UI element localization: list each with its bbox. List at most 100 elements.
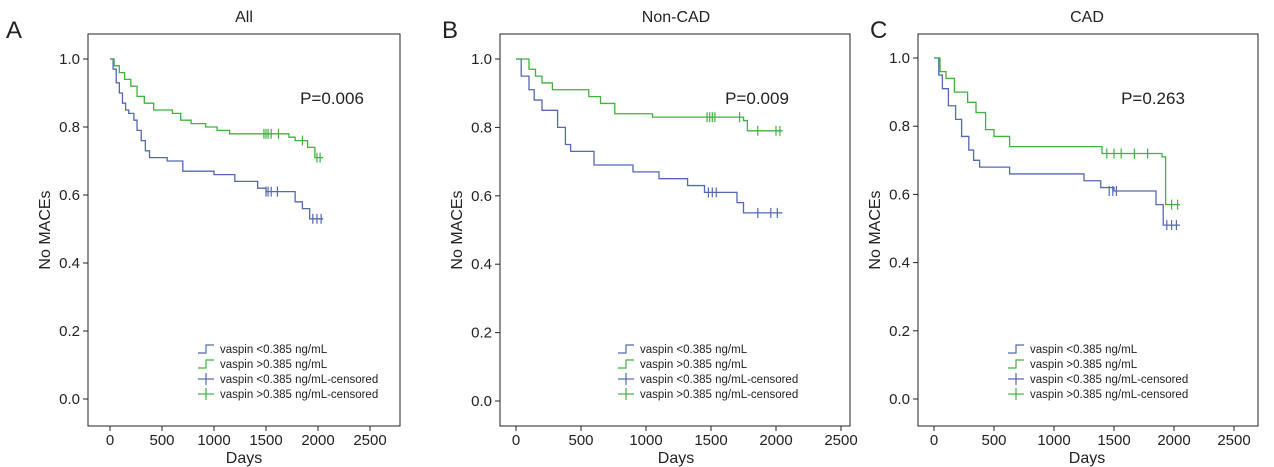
plot-area	[516, 58, 783, 218]
legend-item: vaspin <0.385 ng/mL	[1008, 344, 1138, 356]
p-value-annotation: P=0.009	[725, 89, 789, 108]
x-tick-label: 500	[149, 432, 174, 449]
legend-item: vaspin <0.385 ng/mL	[198, 344, 328, 356]
axis-ticks: 0 500 1000 1500 2000 2500 0.0 0.2 0.4 0.6 0.8 1.0	[59, 51, 387, 449]
survival-line-high	[516, 58, 783, 132]
x-tick-label: 1000	[197, 432, 230, 449]
y-tick-label: 0.6	[889, 186, 910, 203]
x-tick-label: 1000	[1037, 432, 1070, 449]
legend-label: vaspin >0.385 ng/mL	[220, 359, 328, 371]
plot-frame	[917, 33, 1259, 427]
legend-label: vaspin <0.385 ng/mL	[640, 344, 748, 356]
p-value-annotation: P=0.006	[300, 89, 364, 108]
chart-title: All	[235, 9, 253, 26]
legend-label: vaspin >0.385 ng/mL	[640, 359, 748, 371]
survival-line-low	[516, 58, 783, 214]
legend-item: vaspin >0.385 ng/mL-censored	[198, 388, 378, 401]
x-tick-label: 2500	[353, 432, 386, 449]
legend: vaspin <0.385 ng/mL vaspin >0.385 ng/mL va…	[618, 344, 798, 401]
x-tick-label: 2500	[824, 432, 857, 449]
panel-letter: B	[442, 17, 458, 44]
y-tick-label: 0.2	[471, 325, 492, 342]
y-tick-label: 1.0	[59, 51, 80, 68]
x-tick-label: 500	[981, 432, 1006, 449]
panel-a: A All Days No MACEs P=0.006 0 500 1000 1500…	[6, 9, 401, 467]
x-tick-label: 0	[106, 432, 114, 449]
y-tick-label: 0.0	[471, 393, 492, 410]
legend-step-symbol	[618, 344, 634, 354]
legend-label: vaspin <0.385 ng/mL	[1030, 344, 1138, 356]
y-tick-label: 0.4	[59, 255, 80, 272]
legend-label: vaspin <0.385 ng/mL-censored	[220, 374, 378, 386]
legend-item: vaspin >0.385 ng/mL-censored	[1008, 388, 1188, 401]
legend-label: vaspin >0.385 ng/mL-censored	[640, 389, 798, 401]
y-tick-label: 0.6	[471, 188, 492, 205]
x-tick-label: 500	[568, 432, 593, 449]
x-tick-label: 2500	[1217, 432, 1250, 449]
legend-label: vaspin <0.385 ng/mL-censored	[1030, 374, 1188, 386]
y-tick-label: 0.8	[471, 119, 492, 136]
survival-line-high	[110, 58, 324, 159]
y-tick-label: 0.0	[59, 391, 80, 408]
survival-line-low	[110, 58, 324, 220]
legend-label: vaspin >0.385 ng/mL-censored	[1030, 389, 1188, 401]
legend: vaspin <0.385 ng/mL vaspin >0.385 ng/mL va…	[198, 344, 378, 401]
y-tick-label: 0.6	[59, 187, 80, 204]
legend-step-symbol	[1008, 359, 1024, 369]
legend-item: vaspin >0.385 ng/mL-censored	[618, 388, 798, 401]
panel-b: B Non-CAD Days No MACEs P=0.009 0 500 1000…	[442, 9, 858, 467]
x-tick-label: 1000	[629, 432, 662, 449]
x-tick-label: 1500	[694, 432, 727, 449]
legend-step-symbol	[618, 359, 634, 369]
plot-frame	[499, 33, 851, 427]
panel-c: C CAD Days No MACEs P=0.263 0 500 1000 1500…	[867, 9, 1259, 467]
y-tick-label: 0.0	[889, 391, 910, 408]
p-value-annotation: P=0.263	[1121, 89, 1185, 108]
plot-area	[110, 58, 324, 224]
panel-letter: C	[870, 17, 887, 44]
legend-label: vaspin >0.385 ng/mL	[1030, 359, 1138, 371]
x-tick-label: 0	[930, 432, 938, 449]
y-axis-title: No MACEs	[449, 190, 466, 269]
y-tick-label: 0.4	[471, 256, 492, 273]
legend-item: vaspin >0.385 ng/mL	[1008, 359, 1138, 371]
y-tick-label: 1.0	[471, 51, 492, 68]
legend-label: vaspin >0.385 ng/mL-censored	[220, 389, 378, 401]
x-tick-label: 2000	[301, 432, 334, 449]
y-tick-label: 0.2	[59, 323, 80, 340]
chart-title: CAD	[1070, 9, 1104, 26]
chart-title: Non-CAD	[642, 9, 710, 26]
x-tick-label: 2000	[759, 432, 792, 449]
legend-label: vaspin <0.385 ng/mL	[220, 344, 328, 356]
x-tick-label: 0	[512, 432, 520, 449]
plot-frame	[87, 33, 401, 427]
x-axis-title: Days	[1069, 450, 1105, 467]
y-tick-label: 0.4	[889, 255, 910, 272]
legend: vaspin <0.385 ng/mL vaspin >0.385 ng/mL va…	[1008, 344, 1188, 401]
x-axis-title: Days	[658, 450, 694, 467]
survival-line-low	[934, 57, 1180, 226]
x-tick-label: 2000	[1157, 432, 1190, 449]
y-axis-title: No MACEs	[867, 190, 884, 269]
y-tick-label: 0.8	[889, 118, 910, 135]
x-axis-title: Days	[226, 450, 262, 467]
y-tick-label: 1.0	[889, 50, 910, 67]
legend-item: vaspin <0.385 ng/mL	[618, 344, 748, 356]
legend-item: vaspin <0.385 ng/mL-censored	[1008, 373, 1188, 386]
y-tick-label: 0.8	[59, 119, 80, 136]
legend-item: vaspin <0.385 ng/mL-censored	[618, 373, 798, 386]
x-tick-label: 1500	[249, 432, 282, 449]
legend-item: vaspin >0.385 ng/mL	[618, 359, 748, 371]
legend-label: vaspin <0.385 ng/mL-censored	[640, 374, 798, 386]
axis-ticks: 0 500 1000 1500 2000 2500 0.0 0.2 0.4 0.6 0.8 1.0	[471, 51, 858, 449]
y-axis-title: No MACEs	[37, 190, 54, 269]
y-tick-label: 0.2	[889, 323, 910, 340]
axis-ticks: 0 500 1000 1500 2000 2500 0.0 0.2 0.4 0.6 0.8 1.0	[889, 50, 1251, 449]
legend-step-symbol	[198, 344, 214, 354]
panel-letter: A	[6, 17, 22, 44]
legend-item: vaspin >0.385 ng/mL	[198, 359, 328, 371]
legend-item: vaspin <0.385 ng/mL-censored	[198, 373, 378, 386]
legend-step-symbol	[198, 359, 214, 369]
survival-line-high	[934, 57, 1180, 206]
